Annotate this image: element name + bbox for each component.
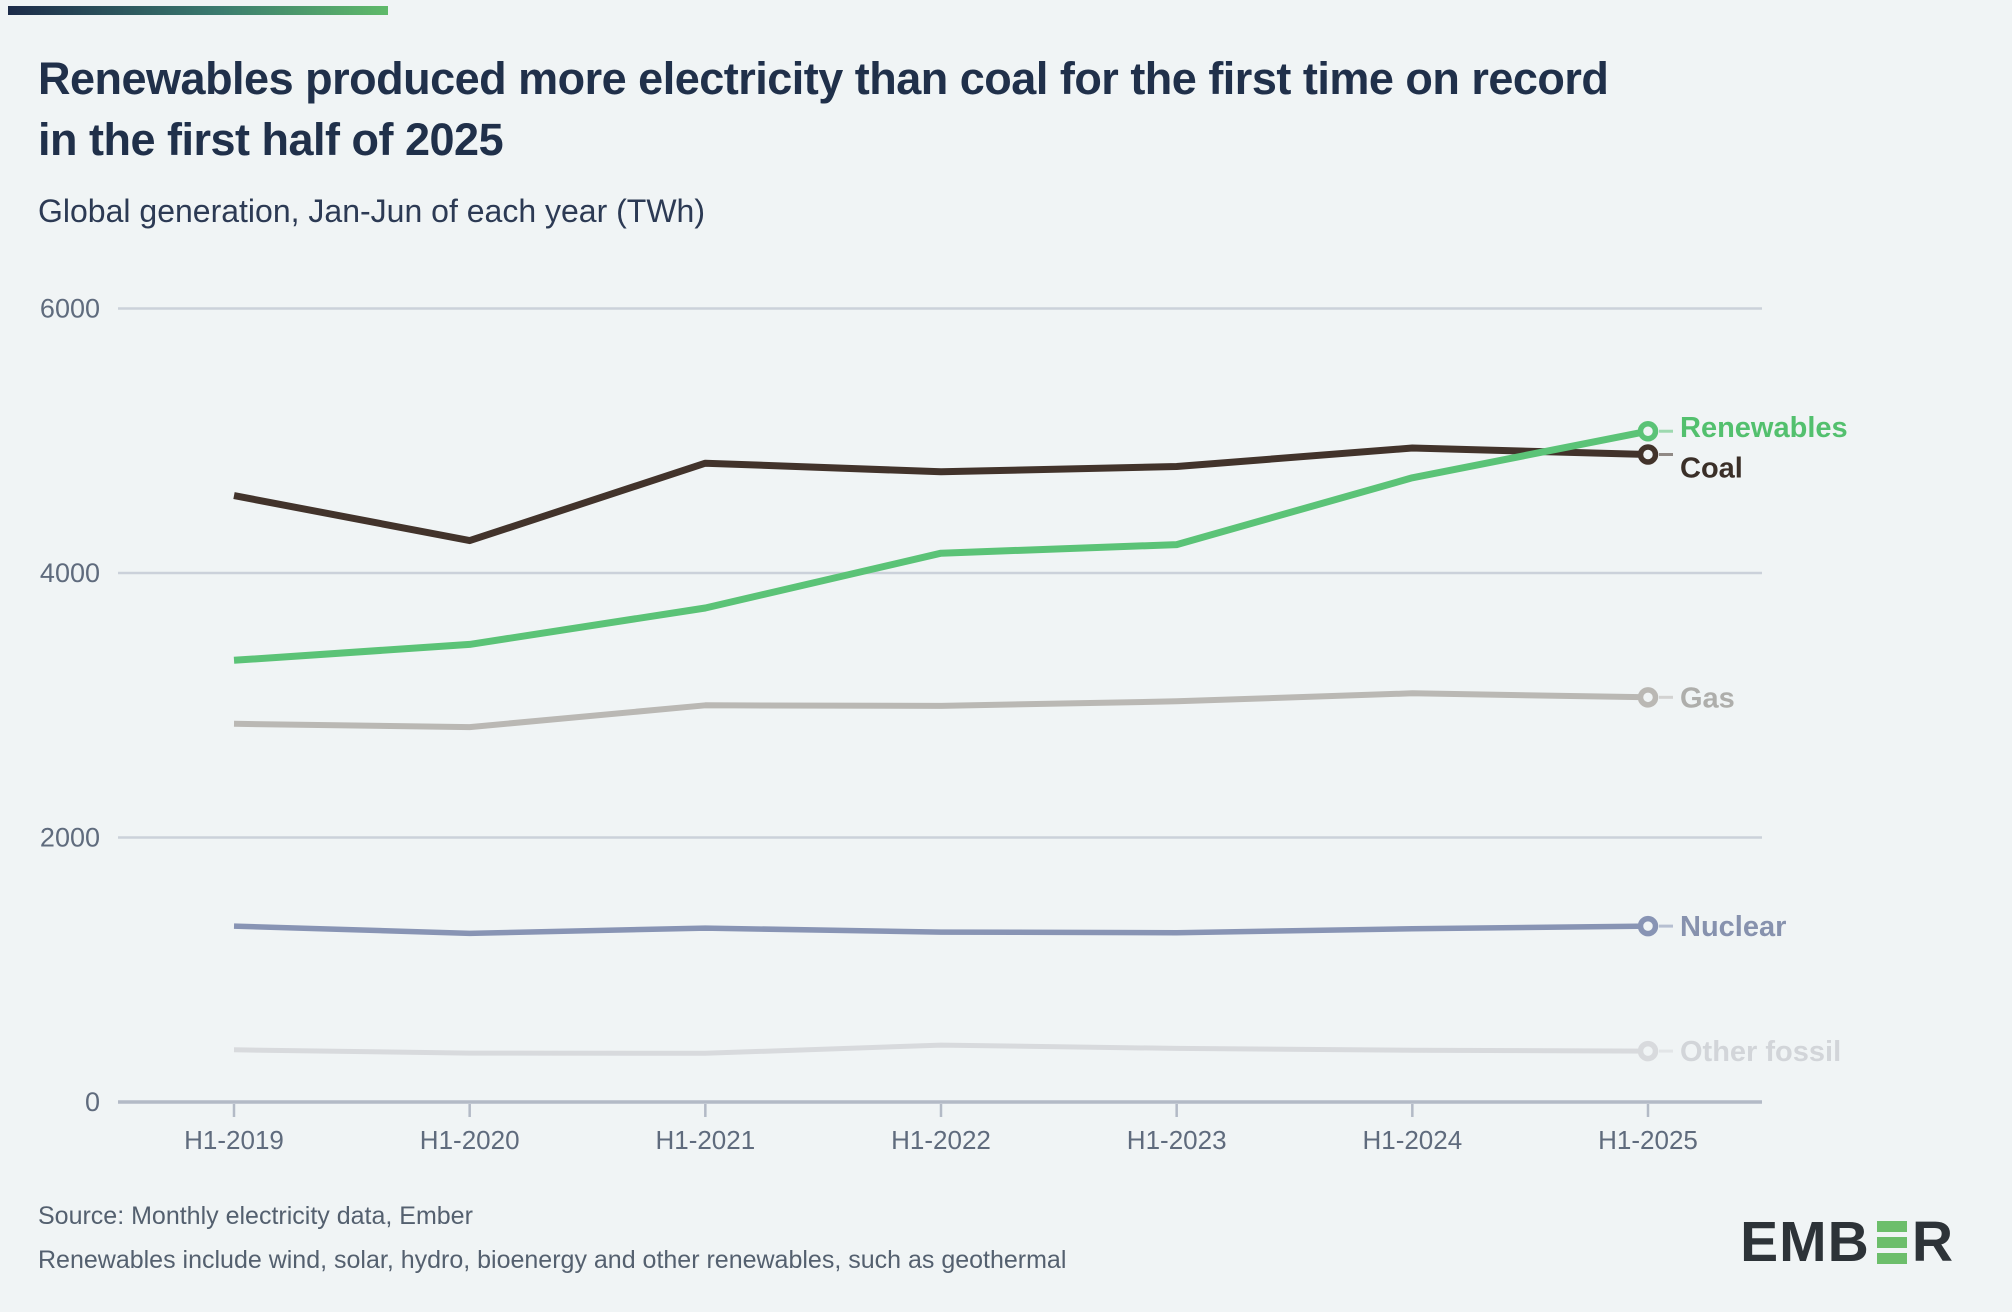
- page-title-line-2: in the first half of 2025: [38, 114, 504, 165]
- ember-logo-e-bar: [1876, 1252, 1907, 1264]
- series-line-gas: [233, 690, 1649, 731]
- x-tick-label-h1-2024: H1-2024: [1362, 1125, 1462, 1155]
- x-tick-label-h1-2025: H1-2025: [1598, 1125, 1698, 1155]
- ember-logo-text-r: R: [1911, 1210, 1954, 1274]
- ember-logo-e-icon: [1876, 1220, 1907, 1264]
- ember-logo: EMB R: [1740, 1210, 1954, 1274]
- series-label-renewables: Renewables: [1680, 412, 1848, 444]
- series-label-other-fossil: Other fossil: [1680, 1036, 1841, 1068]
- ember-logo-e-bar: [1876, 1220, 1907, 1232]
- y-tick-label-0: 0: [85, 1087, 100, 1117]
- y-tick-label-6000: 6000: [40, 294, 100, 324]
- page-title: Renewables produced more electricity tha…: [38, 48, 1609, 170]
- series-line-nuclear: [233, 923, 1649, 937]
- series-end-marker-nuclear: [1637, 915, 1659, 937]
- x-tick-label-h1-2020: H1-2020: [420, 1125, 520, 1155]
- source-note-line-2: Renewables include wind, solar, hydro, b…: [38, 1246, 1067, 1274]
- x-tick-label-h1-2022: H1-2022: [891, 1125, 991, 1155]
- series-end-marker-renewables: [1637, 420, 1659, 442]
- page-title-line-1: Renewables produced more electricity tha…: [38, 53, 1609, 104]
- series-line-coal: [233, 444, 1649, 545]
- series-line-renewables: [233, 427, 1649, 664]
- series-end-marker-gas: [1637, 687, 1659, 708]
- source-note: Source: Monthly electricity data, Ember …: [38, 1194, 1066, 1282]
- series-label-nuclear: Nuclear: [1680, 911, 1786, 943]
- accent-bar: [8, 6, 388, 15]
- series-label-coal: Coal: [1680, 453, 1743, 485]
- chart-subtitle: Global generation, Jan-Jun of each year …: [38, 193, 705, 229]
- x-tick-label-h1-2021: H1-2021: [655, 1125, 755, 1155]
- ember-logo-text-emb: EMB: [1740, 1210, 1870, 1274]
- series-label-gas: Gas: [1680, 682, 1735, 714]
- x-tick-label-h1-2023: H1-2023: [1127, 1125, 1227, 1155]
- series-line-other-fossil: [233, 1042, 1649, 1056]
- series-end-marker-other-fossil: [1637, 1040, 1659, 1062]
- y-tick-label-4000: 4000: [40, 558, 100, 588]
- ember-logo-e-bar: [1876, 1236, 1907, 1248]
- series-end-marker-coal: [1637, 444, 1659, 465]
- source-note-line-1: Source: Monthly electricity data, Ember: [38, 1202, 473, 1230]
- x-tick-label-h1-2019: H1-2019: [184, 1125, 284, 1155]
- y-tick-label-2000: 2000: [40, 823, 100, 853]
